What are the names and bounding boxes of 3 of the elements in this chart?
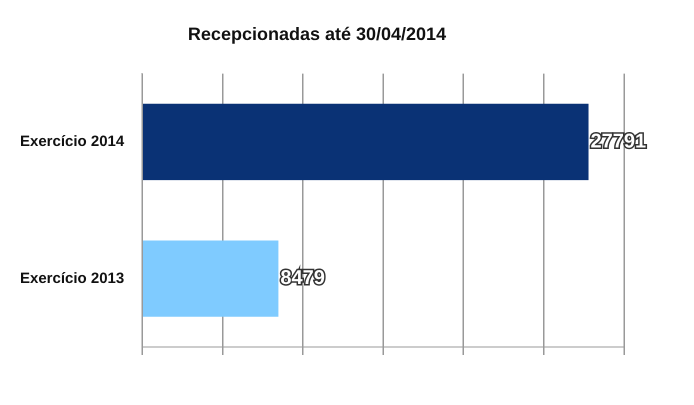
- y-tick-label: Exercício 2014: [20, 133, 125, 150]
- y-tick-label: Exercício 2013: [20, 270, 124, 287]
- chart-title: Recepcionadas até 30/04/2014: [188, 24, 446, 44]
